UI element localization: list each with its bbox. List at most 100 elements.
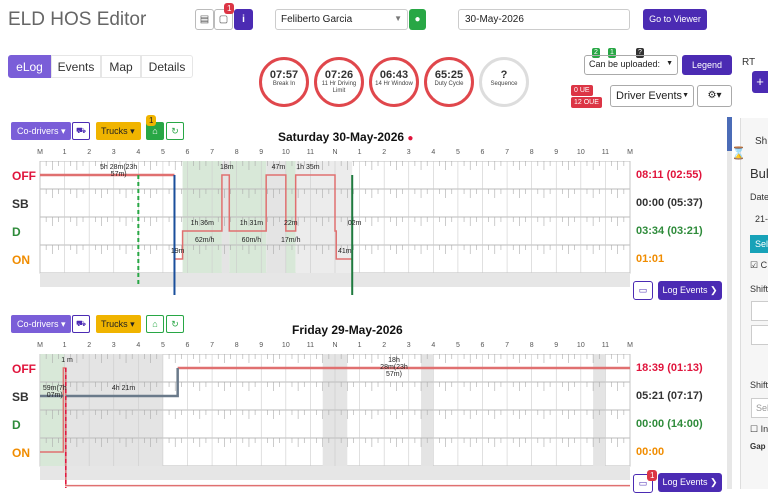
gear-icon[interactable]: ⚙▾ <box>697 85 732 107</box>
badge-green-1: 2 <box>592 48 600 58</box>
side-gap-label: Gap <box>750 442 766 451</box>
status-label-d: D <box>12 225 21 239</box>
hour-label: 11 <box>601 342 610 349</box>
side-checkbox[interactable]: ☑ C <box>750 260 768 270</box>
segment-label: 19m <box>170 248 185 255</box>
side-shift2-label: Shift <box>750 380 768 390</box>
add-icon[interactable]: + <box>752 71 768 93</box>
tab-events[interactable]: Events <box>51 55 101 78</box>
hour-label: M <box>37 342 43 349</box>
driver-events-select[interactable]: Driver Events ▼ <box>610 85 694 107</box>
hour-label: M <box>37 149 43 156</box>
legend-button[interactable]: Legend <box>682 55 732 75</box>
status-label-off: OFF <box>12 362 36 376</box>
codrivers-button[interactable]: Co-drivers ▾ <box>11 122 71 140</box>
log-events-button[interactable]: Log Events ❯ <box>658 473 722 492</box>
side-date-value[interactable]: 21- <box>755 214 768 224</box>
go-to-viewer-button[interactable]: Go to Viewer <box>643 9 707 30</box>
hour-label: 11 <box>601 149 610 156</box>
app-title: ELD HOS Editor <box>8 9 147 30</box>
hour-label: 7 <box>505 342 510 349</box>
codrivers-button[interactable]: Co-drivers ▾ <box>11 315 71 333</box>
hour-label: 2 <box>87 342 92 349</box>
gauge-label: Duty Cycle <box>434 81 464 87</box>
segment-label: 1h 35m <box>296 164 320 171</box>
tab-elog[interactable]: eLog <box>8 55 51 78</box>
scrollbar-thumb[interactable] <box>727 117 732 151</box>
side-checkbox-2[interactable]: ☐ In <box>750 424 768 434</box>
scrollbar[interactable] <box>727 117 732 489</box>
date-input[interactable]: 30-May-2026 <box>458 9 630 30</box>
segment-label: 60m/h <box>241 237 262 244</box>
side-select-button[interactable]: Sel <box>750 235 768 253</box>
segment-label: 1 m <box>61 357 73 364</box>
truck-badge: 1 <box>146 115 157 126</box>
hour-label: 5 <box>160 149 165 156</box>
status-total-d: 03:34 (03:21) <box>636 225 703 237</box>
rt-label: RT <box>742 57 756 68</box>
hos-graph[interactable] <box>0 161 640 295</box>
status-total-on: 00:00 <box>636 446 665 458</box>
chevron-down-icon: ▼ <box>394 14 402 23</box>
side-shift-label: Shift <box>750 284 768 294</box>
day-title: Saturday 30-May-2026 ● <box>278 130 413 144</box>
refresh-icon[interactable]: ↻ <box>166 122 184 140</box>
location-icon[interactable]: ⌂ <box>146 315 164 333</box>
gauge-break-in: 07:57 Break In <box>259 57 309 107</box>
gauge-value: 06:43 <box>379 69 409 81</box>
hour-label: 3 <box>406 342 411 349</box>
log-events-button[interactable]: Log Events ❯ <box>658 281 722 300</box>
hour-label: M <box>627 342 633 349</box>
side-heading: Bul <box>750 166 768 181</box>
segment-label: 18h 28m(23h 57m) <box>380 357 408 378</box>
status-label-sb: SB <box>12 390 29 404</box>
document-icon[interactable]: ▤ <box>195 9 214 30</box>
side-shift-input-2[interactable] <box>751 325 768 345</box>
status-label-d: D <box>12 418 21 432</box>
ue-badge: 0 UE <box>571 85 593 96</box>
gauge-label: 14 Hr Window <box>375 81 413 87</box>
status-total-sb: 05:21 (07:17) <box>636 390 703 402</box>
gauge-value: 07:57 <box>269 69 299 81</box>
tab-details[interactable]: Details <box>141 55 193 78</box>
alert-dot-icon: ● <box>407 133 414 144</box>
hour-label: 5 <box>160 342 165 349</box>
gauge-value: 07:26 <box>324 69 354 81</box>
side-shift-input[interactable] <box>751 301 768 321</box>
segment-label: 02m <box>347 220 362 227</box>
segment-label: 59m(7h 07m) <box>42 385 67 399</box>
trucks-button[interactable]: Trucks ▾ <box>96 315 141 333</box>
comment-button[interactable]: ▭ <box>633 281 653 300</box>
status-label-on: ON <box>12 253 30 267</box>
hour-label: 9 <box>259 342 264 349</box>
hour-label: 9 <box>554 149 559 156</box>
trucks-button[interactable]: Trucks ▾ <box>96 122 141 140</box>
hour-label: 1 <box>62 149 67 156</box>
side-tab[interactable]: Sh <box>755 136 768 147</box>
refresh-icon[interactable]: ↻ <box>166 315 184 333</box>
comment-icon[interactable]: ▢ <box>214 9 233 30</box>
log-events-label: Log Events <box>662 477 708 487</box>
truck-icon[interactable]: ⛟ <box>72 315 90 333</box>
hos-graph[interactable] <box>0 354 640 488</box>
comment-badge: 1 <box>647 470 658 481</box>
trucks-label: Trucks <box>101 319 128 329</box>
hour-label: 7 <box>210 342 215 349</box>
side-select[interactable]: Sel <box>751 398 768 418</box>
tab-map[interactable]: Map <box>101 55 141 78</box>
user-icon[interactable]: ● <box>409 9 426 30</box>
side-check-label: C <box>760 260 768 270</box>
day-title-text: Saturday 30-May-2026 <box>278 130 405 144</box>
driver-events-label: Driver Events <box>616 90 683 102</box>
chevron-down-icon: ▼ <box>666 60 673 67</box>
driver-select[interactable]: Feliberto Garcia ▼ <box>275 9 408 30</box>
truck-icon[interactable]: ⛟ <box>72 122 90 140</box>
gauge-sequence: ? Sequence <box>479 57 529 107</box>
info-icon[interactable]: i <box>234 9 253 30</box>
notification-badge: 1 <box>224 3 235 14</box>
hour-label: 7 <box>210 149 215 156</box>
segment-label: 18m <box>220 164 234 171</box>
hour-label: 6 <box>480 149 485 156</box>
upload-select[interactable]: Can be uploaded: ▼ <box>584 55 678 75</box>
hour-label: 3 <box>111 342 116 349</box>
